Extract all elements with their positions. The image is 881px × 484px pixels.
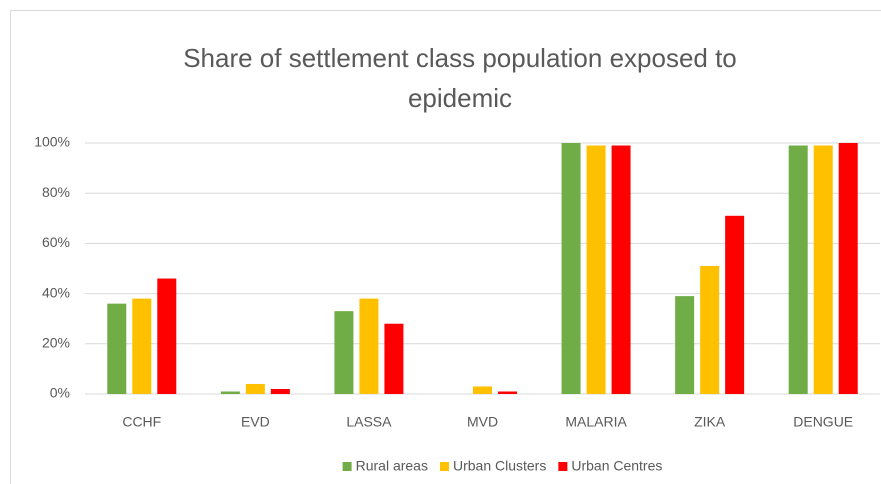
y-tick-label: 60% bbox=[42, 234, 70, 250]
bar bbox=[270, 388, 290, 394]
x-tick-label: CCHF bbox=[122, 414, 161, 430]
bar bbox=[611, 145, 631, 394]
chart-border bbox=[10, 10, 881, 484]
legend-label: Urban Clusters bbox=[453, 458, 546, 474]
x-tick-label: MVD bbox=[467, 414, 498, 430]
x-tick-label: LASSA bbox=[346, 414, 392, 430]
legend-swatch bbox=[558, 462, 568, 471]
bar bbox=[157, 278, 177, 394]
legend-item: Urban Clusters bbox=[439, 458, 546, 474]
x-tick-label: MALARIA bbox=[565, 414, 627, 430]
legend-item: Urban Centres bbox=[558, 458, 662, 474]
bar bbox=[561, 143, 581, 394]
y-tick-label: 100% bbox=[34, 134, 70, 150]
y-tick-label: 80% bbox=[42, 184, 70, 200]
bar bbox=[813, 145, 833, 394]
bar bbox=[334, 311, 354, 394]
x-tick-label: EVD bbox=[241, 414, 270, 430]
bar bbox=[725, 215, 745, 394]
bar bbox=[586, 145, 606, 394]
x-tick-label: DENGUE bbox=[793, 414, 853, 430]
bar bbox=[498, 391, 517, 394]
legend-item: Rural areas bbox=[342, 458, 428, 474]
legend-swatch bbox=[439, 462, 449, 471]
bar bbox=[132, 298, 152, 394]
y-tick-label: 20% bbox=[42, 335, 70, 351]
bar bbox=[245, 383, 265, 394]
y-tick-label: 0% bbox=[50, 385, 70, 401]
bar bbox=[384, 323, 404, 394]
y-tick-label: 40% bbox=[42, 284, 70, 300]
chart-title: Share of settlement class population exp… bbox=[183, 43, 737, 113]
bar bbox=[700, 265, 720, 394]
bar bbox=[675, 296, 695, 394]
legend-label: Rural areas bbox=[356, 458, 428, 474]
legend-swatch bbox=[342, 462, 352, 471]
bar bbox=[838, 143, 858, 394]
bar bbox=[220, 391, 240, 394]
x-tick-label: ZIKA bbox=[694, 414, 726, 430]
bar bbox=[107, 303, 127, 394]
bar bbox=[359, 298, 379, 394]
bar bbox=[473, 386, 492, 394]
legend-label: Urban Centres bbox=[571, 458, 662, 474]
bar bbox=[788, 145, 808, 394]
